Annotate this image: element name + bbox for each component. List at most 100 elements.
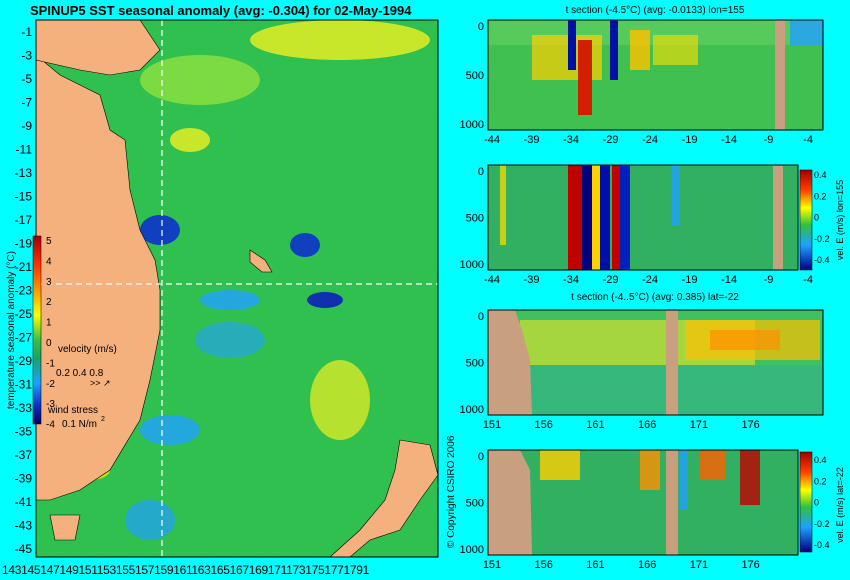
section-x-tick-label: -14	[721, 274, 737, 286]
sst-map: -1-3-5-7-9-11-13-15-17-19-21-23-25-27-29…	[6, 19, 439, 558]
section-y-tick-label: 500	[466, 213, 484, 225]
lat-tick-label: -45	[15, 542, 33, 556]
lat-tick-label: -9	[21, 119, 32, 133]
section3-title: t section (-4..5°C) (avg: 0.385) lat=-22	[571, 292, 739, 303]
section-x-tick-label: -4	[803, 274, 813, 286]
section-x-tick-label: -14	[721, 134, 737, 146]
colorbar-tick-label: -3	[46, 399, 55, 410]
new-caledonia-land	[249, 249, 273, 273]
lat-tick-label: -43	[15, 519, 33, 533]
lat-tick-group: -1 -3 -5 -7 -9 -11 -13 -15 -17 -19 -21 -23 -25 -27 -29…	[15, 25, 33, 556]
section-colorbar-tick-label: 0.4	[814, 170, 827, 180]
colorbar-tick-label: 5	[46, 236, 52, 247]
section-y-tick-label: 0	[478, 166, 484, 178]
velocity-arrows: >> ↗	[90, 378, 111, 388]
section-x-tick-label: 166	[638, 559, 656, 571]
section-x-tick-label: 171	[690, 559, 708, 571]
warm-patch	[140, 55, 260, 105]
new-zealand-land	[329, 439, 439, 558]
colorbar-tick-group: 5 4 3 2 1 0 -1 -2 -3 -4	[46, 236, 55, 431]
lat-tick-label: -41	[15, 495, 33, 509]
section2-colorbar	[799, 169, 813, 271]
section-x-tick-label: -34	[563, 274, 579, 286]
section-colorbar-tick-label: 0.2	[814, 191, 827, 201]
section-y-tick-label: 500	[466, 498, 484, 510]
warm-patch	[170, 128, 210, 152]
section-x-tick-label: 171	[690, 419, 708, 431]
lat-tick-label: -17	[15, 213, 33, 227]
section-x-tick-label: -44	[484, 134, 500, 146]
lat-tick-label: -11	[16, 143, 33, 157]
section-x-tick-label: 176	[741, 559, 759, 571]
lat-tick-label: -39	[15, 472, 33, 486]
australia-land	[35, 54, 161, 501]
colorbar-tick-label: -1	[46, 358, 55, 369]
section-x-tick-label: -19	[682, 134, 698, 146]
colorbar-tick-label: 0	[46, 338, 52, 349]
section-x-tick-label: -24	[642, 274, 658, 286]
section-x-tick-label: 161	[586, 559, 604, 571]
lat-tick-label: -21	[15, 260, 33, 274]
cool-patch	[307, 292, 343, 308]
section-x-tick-label: 151	[483, 559, 501, 571]
section-colorbar-tick-label: 0.4	[814, 455, 827, 465]
section-x-tick-label: -4	[803, 134, 813, 146]
section-y-tick-label: 1000	[460, 404, 484, 416]
wind-label: wind stress	[47, 405, 98, 416]
section2-colorbar-label: vel. E (m/s) lon=155	[835, 180, 845, 260]
cool-patch	[290, 233, 320, 257]
lat-tick-label: -35	[15, 425, 33, 439]
section-y-tick-label: 1000	[460, 544, 484, 556]
section-x-tick-label: -34	[563, 134, 579, 146]
section-x-tick-label: -44	[484, 274, 500, 286]
section-x-tick-label: 161	[586, 419, 604, 431]
tasmania-land	[49, 514, 81, 541]
cool-patch	[195, 322, 265, 358]
lat-tick-label: -33	[15, 401, 33, 415]
section-x-tick-label: 156	[535, 419, 553, 431]
lat-tick-label: -5	[21, 72, 32, 86]
cool-patch	[200, 290, 260, 310]
section-y-tick-label: 0	[478, 451, 484, 463]
cool-patch	[140, 215, 180, 245]
section4-colorbar	[799, 451, 813, 553]
section4-colorbar-label: vel. E (m/s) lat=-22	[835, 467, 845, 543]
colorbar-label: temperature seasonal anomaly (°C)	[6, 251, 17, 409]
colorbar-tick-label: 4	[46, 256, 52, 267]
wind-value-superscript: 2	[101, 416, 105, 423]
section-y-tick-label: 1000	[460, 119, 484, 131]
section-y-tick-label: 0	[478, 21, 484, 33]
section1-panel	[487, 19, 824, 131]
section-x-tick-label: -9	[764, 274, 774, 286]
velocity-label: velocity (m/s)	[58, 344, 117, 355]
cool-patch	[125, 500, 175, 540]
colorbar-tick-label: 1	[46, 318, 52, 329]
section-x-tick-label: -39	[524, 274, 540, 286]
section-y-tick-label: 500	[466, 70, 484, 82]
png-land	[35, 19, 161, 76]
lat-tick-label: -3	[21, 49, 32, 63]
section-colorbar-tick-label: -0.2	[814, 234, 830, 244]
section-x-tick-label: 151	[483, 419, 501, 431]
warm-patch	[250, 20, 430, 60]
section-colorbar-tick-label: 0	[814, 213, 819, 223]
section-x-tick-label: -39	[524, 134, 540, 146]
section-colorbar-tick-label: -0.4	[814, 255, 830, 265]
section2-panel	[487, 164, 813, 271]
section3-panel	[487, 309, 824, 416]
section-x-tick-label: -9	[764, 134, 774, 146]
section-x-tick-label: 156	[535, 559, 553, 571]
wind-value: 0.1 N/m	[62, 419, 97, 430]
map-lon-ticks: 1431451471491511531551571591611631651671…	[2, 563, 370, 577]
section-colorbar-tick-label: -0.4	[814, 540, 830, 550]
lat-tick-label: -19	[15, 237, 33, 251]
section-colorbar-tick-label: 0	[814, 498, 819, 508]
section-y-tick-label: 0	[478, 311, 484, 323]
section-colorbar-tick-label: 0.2	[814, 476, 827, 486]
section-colorbar-tick-label: -0.2	[814, 519, 830, 529]
colorbar-tick-label: -2	[46, 379, 55, 390]
sections-figure: t section (-4.5°C) (avg: -0.0133) lon=15…	[460, 5, 845, 571]
colorbar-tick-label: 3	[46, 277, 52, 288]
section1-title: t section (-4.5°C) (avg: -0.0133) lon=15…	[566, 5, 745, 16]
